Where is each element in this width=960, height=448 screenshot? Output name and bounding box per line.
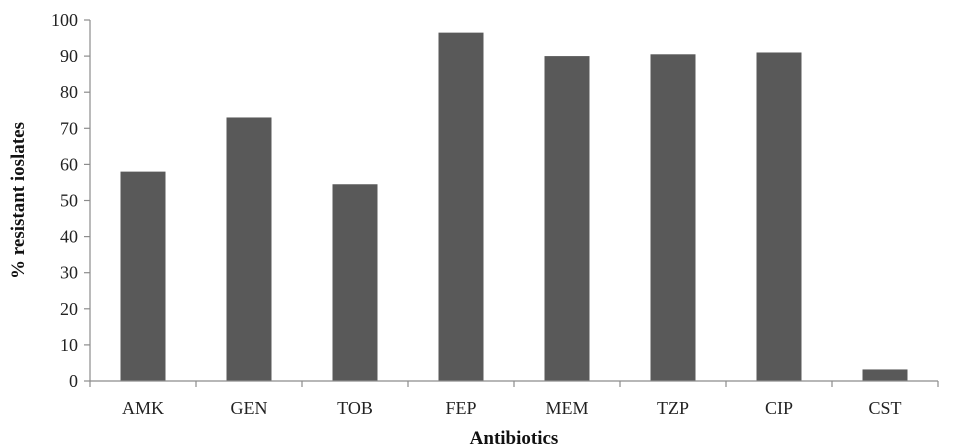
y-axis-ticks: 0 10 20 30 40 50 60 70 80 90 100 bbox=[51, 10, 90, 391]
x-tick-label: CST bbox=[868, 398, 901, 418]
x-axis-ticks: AMK GEN TOB FEP MEM TZP CIP CST bbox=[89, 381, 939, 418]
y-tick-label: 50 bbox=[60, 191, 78, 211]
x-tick-label: TZP bbox=[657, 398, 689, 418]
y-tick-label: 40 bbox=[60, 227, 78, 247]
y-tick-label: 90 bbox=[60, 46, 78, 66]
x-tick-label: FEP bbox=[445, 398, 476, 418]
x-tick-label: MEM bbox=[545, 398, 588, 418]
bar-amk bbox=[120, 171, 166, 381]
x-tick-label: AMK bbox=[122, 398, 164, 418]
x-tick-label: TOB bbox=[337, 398, 373, 418]
y-axis-title: % resistant ioslates bbox=[8, 122, 29, 279]
x-axis-title: Antibiotics bbox=[470, 428, 559, 448]
y-tick-label: 20 bbox=[60, 299, 78, 319]
bar-tzp bbox=[650, 54, 696, 382]
bar-gen bbox=[226, 117, 272, 381]
y-tick-label: 100 bbox=[51, 10, 78, 30]
bar-fep bbox=[438, 32, 484, 381]
y-tick-label: 80 bbox=[60, 82, 78, 102]
y-tick-label: 0 bbox=[69, 371, 78, 391]
y-tick-label: 60 bbox=[60, 154, 78, 174]
bar-cst bbox=[862, 369, 908, 381]
bars bbox=[120, 32, 908, 382]
y-tick-label: 70 bbox=[60, 118, 78, 138]
y-tick-label: 30 bbox=[60, 263, 78, 283]
x-tick-label: GEN bbox=[231, 398, 268, 418]
bar-mem bbox=[544, 56, 590, 381]
x-tick-label: CIP bbox=[765, 398, 793, 418]
bar-tob bbox=[332, 184, 378, 381]
bar-cip bbox=[756, 52, 802, 382]
y-tick-label: 10 bbox=[60, 335, 78, 355]
